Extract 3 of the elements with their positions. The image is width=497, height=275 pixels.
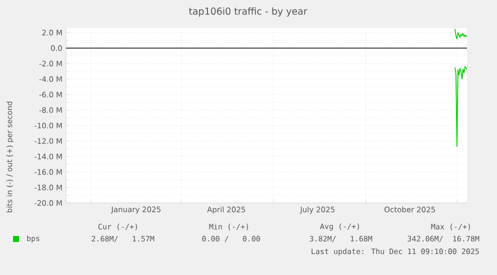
line-series — [454, 28, 468, 40]
chart-title: tap106i0 traffic - by year — [188, 7, 308, 17]
line-series — [454, 66, 468, 147]
